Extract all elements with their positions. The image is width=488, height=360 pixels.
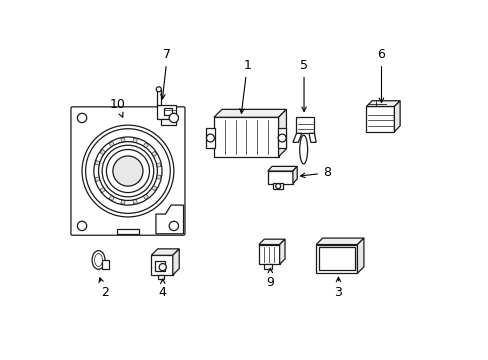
Circle shape — [275, 184, 280, 189]
Bar — [151, 255, 172, 275]
Bar — [161, 119, 176, 126]
Polygon shape — [258, 239, 285, 244]
Polygon shape — [100, 187, 105, 193]
Circle shape — [77, 221, 86, 230]
Polygon shape — [316, 238, 363, 244]
Polygon shape — [151, 151, 157, 157]
Bar — [296, 117, 314, 134]
Bar — [273, 183, 283, 189]
Bar — [319, 247, 354, 270]
Bar — [316, 244, 357, 273]
Bar — [366, 107, 394, 132]
Polygon shape — [143, 194, 148, 199]
Circle shape — [85, 129, 170, 213]
Polygon shape — [214, 109, 286, 117]
Text: 5: 5 — [300, 59, 307, 112]
Polygon shape — [95, 177, 100, 181]
Bar — [163, 108, 171, 115]
Polygon shape — [366, 101, 399, 107]
Bar — [155, 261, 164, 271]
Circle shape — [278, 134, 285, 142]
Circle shape — [106, 149, 149, 193]
Bar — [258, 244, 279, 264]
Bar — [267, 171, 292, 184]
Polygon shape — [394, 101, 399, 132]
Polygon shape — [121, 200, 125, 204]
Text: 1: 1 — [239, 59, 251, 113]
Text: 4: 4 — [159, 279, 166, 300]
Bar — [158, 275, 164, 279]
Bar — [156, 89, 161, 105]
Polygon shape — [151, 249, 179, 255]
Polygon shape — [156, 175, 161, 179]
Polygon shape — [279, 239, 285, 264]
Text: 2: 2 — [99, 278, 108, 300]
Polygon shape — [278, 109, 286, 157]
Circle shape — [169, 113, 178, 123]
Text: 9: 9 — [266, 268, 274, 289]
Polygon shape — [156, 163, 161, 167]
Text: 3: 3 — [334, 277, 342, 300]
Polygon shape — [357, 238, 363, 273]
Circle shape — [113, 156, 142, 186]
Polygon shape — [292, 134, 301, 142]
Bar — [214, 117, 278, 157]
Polygon shape — [133, 138, 137, 143]
Polygon shape — [133, 199, 137, 204]
Circle shape — [156, 87, 161, 92]
Circle shape — [169, 221, 178, 230]
Polygon shape — [292, 166, 297, 184]
Ellipse shape — [299, 135, 307, 164]
Text: 8: 8 — [300, 166, 330, 179]
Text: 10: 10 — [109, 98, 125, 117]
Text: 6: 6 — [377, 48, 385, 103]
Polygon shape — [308, 134, 316, 142]
Circle shape — [77, 113, 86, 123]
Bar — [206, 128, 214, 148]
Polygon shape — [100, 149, 105, 155]
Bar — [156, 105, 176, 119]
Ellipse shape — [92, 251, 105, 269]
FancyBboxPatch shape — [71, 107, 184, 235]
Polygon shape — [172, 249, 179, 275]
Bar — [264, 264, 271, 269]
Polygon shape — [143, 143, 148, 148]
Polygon shape — [109, 195, 114, 201]
Polygon shape — [151, 185, 157, 191]
Polygon shape — [95, 161, 100, 165]
Bar — [102, 260, 109, 269]
Polygon shape — [267, 166, 297, 171]
Ellipse shape — [94, 253, 102, 266]
Polygon shape — [121, 138, 125, 142]
Circle shape — [82, 125, 174, 217]
Circle shape — [159, 264, 166, 271]
Polygon shape — [156, 205, 183, 234]
Text: 7: 7 — [161, 48, 171, 99]
Bar — [117, 229, 139, 234]
Bar — [277, 128, 286, 148]
Circle shape — [94, 137, 162, 205]
Polygon shape — [109, 141, 114, 147]
Circle shape — [206, 134, 214, 142]
Circle shape — [102, 145, 153, 197]
Circle shape — [99, 141, 157, 201]
